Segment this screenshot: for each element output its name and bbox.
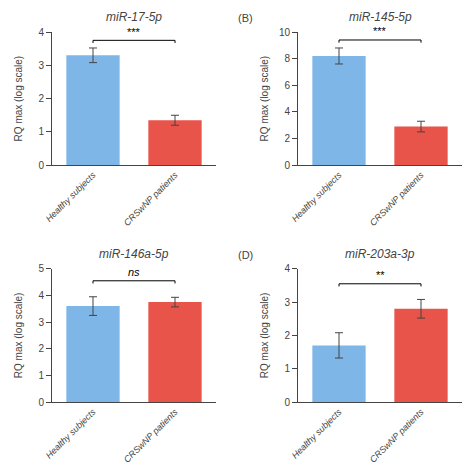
svg-text:10: 10 bbox=[279, 27, 291, 38]
svg-text:miR-146a-5p: miR-146a-5p bbox=[99, 247, 169, 261]
svg-text:(D): (D) bbox=[238, 249, 253, 261]
svg-text:1: 1 bbox=[38, 370, 44, 381]
svg-text:ns: ns bbox=[128, 266, 140, 278]
svg-text:5: 5 bbox=[38, 263, 44, 274]
svg-text:0: 0 bbox=[284, 397, 290, 408]
svg-text:CRSwNP patients: CRSwNP patients bbox=[368, 170, 426, 228]
svg-text:CRSwNP patients: CRSwNP patients bbox=[368, 406, 426, 464]
svg-text:2: 2 bbox=[38, 343, 44, 354]
svg-text:RQ max (log scale): RQ max (log scale) bbox=[13, 293, 24, 379]
svg-text:4: 4 bbox=[284, 263, 290, 274]
svg-text:3: 3 bbox=[38, 60, 44, 71]
svg-text:***: *** bbox=[127, 26, 141, 38]
svg-text:2: 2 bbox=[284, 330, 290, 341]
svg-text:(B): (B) bbox=[238, 12, 253, 24]
svg-text:2: 2 bbox=[38, 93, 44, 104]
svg-text:0: 0 bbox=[38, 160, 44, 171]
svg-text:CRSwNP patients: CRSwNP patients bbox=[122, 406, 180, 464]
svg-text:3: 3 bbox=[284, 297, 290, 308]
svg-text:0: 0 bbox=[284, 160, 290, 171]
svg-text:***: *** bbox=[373, 25, 387, 37]
svg-text:CRSwNP patients: CRSwNP patients bbox=[122, 170, 180, 228]
svg-text:Healthy subjects: Healthy subjects bbox=[44, 406, 98, 460]
svg-text:miR-145-5p: miR-145-5p bbox=[349, 10, 412, 24]
svg-text:8: 8 bbox=[284, 53, 290, 64]
svg-text:RQ max (log scale): RQ max (log scale) bbox=[259, 56, 270, 142]
svg-text:0: 0 bbox=[38, 397, 44, 408]
svg-text:6: 6 bbox=[284, 80, 290, 91]
svg-text:3: 3 bbox=[38, 317, 44, 328]
svg-text:miR-203a-3p: miR-203a-3p bbox=[345, 247, 415, 261]
svg-text:1: 1 bbox=[38, 126, 44, 137]
svg-text:2: 2 bbox=[284, 133, 290, 144]
svg-text:4: 4 bbox=[284, 106, 290, 117]
svg-text:RQ max (log scale): RQ max (log scale) bbox=[13, 56, 24, 142]
svg-text:RQ max (log scale): RQ max (log scale) bbox=[259, 293, 270, 379]
svg-text:Healthy subjects: Healthy subjects bbox=[44, 170, 98, 224]
svg-text:4: 4 bbox=[38, 290, 44, 301]
svg-text:miR-17-5p: miR-17-5p bbox=[106, 10, 162, 24]
svg-text:4: 4 bbox=[38, 27, 44, 38]
svg-text:1: 1 bbox=[284, 363, 290, 374]
svg-text:**: ** bbox=[376, 269, 385, 281]
svg-text:Healthy subjects: Healthy subjects bbox=[290, 406, 344, 460]
svg-text:Healthy subjects: Healthy subjects bbox=[290, 170, 344, 224]
